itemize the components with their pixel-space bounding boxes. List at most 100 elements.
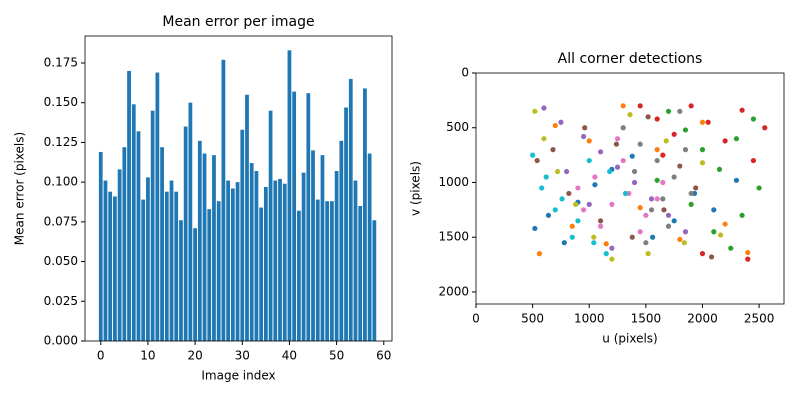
bar <box>296 210 301 341</box>
point <box>682 127 689 133</box>
bar <box>108 191 113 341</box>
point <box>756 185 762 191</box>
point <box>650 234 656 240</box>
bar <box>315 199 320 341</box>
bar <box>98 151 103 341</box>
point <box>733 177 740 183</box>
point <box>607 168 613 175</box>
point <box>541 105 547 111</box>
point <box>671 131 677 137</box>
bar <box>249 163 254 341</box>
bar <box>235 182 240 341</box>
point <box>580 133 587 140</box>
bar <box>122 147 127 341</box>
point <box>550 147 556 153</box>
point <box>654 147 660 153</box>
bar <box>113 196 117 341</box>
point <box>677 163 683 169</box>
point <box>663 138 669 144</box>
x-tick-label: 50 <box>329 349 344 363</box>
point <box>699 147 706 153</box>
bar <box>240 129 245 341</box>
point <box>654 157 660 164</box>
point <box>597 149 604 155</box>
point <box>637 205 643 211</box>
point <box>750 116 757 122</box>
y-tick-label: 0.050 <box>44 254 78 268</box>
point <box>637 141 643 147</box>
point <box>643 212 649 218</box>
point <box>530 152 536 158</box>
point <box>739 212 745 218</box>
point <box>645 114 651 120</box>
y-tick-label: 0.100 <box>44 175 78 189</box>
bar <box>353 180 358 341</box>
point <box>597 223 604 229</box>
point <box>665 223 672 229</box>
point <box>586 157 592 164</box>
point <box>677 236 683 243</box>
point <box>745 256 751 262</box>
point <box>660 196 666 202</box>
point <box>681 240 687 246</box>
point <box>745 249 751 256</box>
y-axis-label: Mean error (pixels) <box>13 132 27 245</box>
bar <box>334 171 339 341</box>
bar <box>372 220 377 341</box>
point <box>716 166 723 172</box>
point <box>660 152 666 158</box>
bar <box>160 147 164 341</box>
point <box>591 234 597 240</box>
point <box>534 157 540 164</box>
bar <box>363 88 367 341</box>
point <box>629 234 635 240</box>
bar <box>344 107 348 341</box>
point <box>597 218 604 224</box>
point <box>722 138 728 144</box>
y-tick-label: 0.125 <box>44 135 78 149</box>
point <box>543 174 549 180</box>
bar <box>226 180 231 341</box>
point <box>708 254 715 260</box>
point <box>569 234 575 240</box>
point <box>591 240 597 246</box>
bar <box>292 91 297 341</box>
bar <box>179 220 183 341</box>
bar <box>117 169 122 341</box>
bar <box>230 188 235 341</box>
point <box>603 251 609 257</box>
point <box>603 241 609 247</box>
point <box>563 168 570 175</box>
point <box>699 251 706 257</box>
bar <box>150 110 155 341</box>
bar <box>212 155 216 341</box>
bar <box>141 199 146 341</box>
point <box>643 240 649 246</box>
point <box>688 201 694 207</box>
point <box>654 116 660 122</box>
point <box>592 174 598 180</box>
point <box>554 168 561 175</box>
x-tick-label: 500 <box>521 312 544 326</box>
y-tick-label: 0.150 <box>44 95 78 109</box>
bar <box>155 72 160 341</box>
point <box>665 212 672 218</box>
y-tick-label: 0.025 <box>44 294 78 308</box>
bar <box>263 186 268 341</box>
bar <box>221 59 226 341</box>
y-tick-label: 1000 <box>438 175 469 189</box>
point <box>693 185 699 191</box>
point <box>711 207 717 213</box>
point <box>613 141 620 147</box>
point <box>614 136 621 142</box>
bar <box>358 205 363 341</box>
point <box>586 201 592 207</box>
point <box>648 196 655 202</box>
point <box>614 164 621 170</box>
point <box>660 179 666 186</box>
point <box>648 207 655 213</box>
bar <box>306 93 311 341</box>
bar <box>174 191 179 341</box>
point <box>717 232 724 238</box>
chart-title: All corner detections <box>558 51 703 67</box>
